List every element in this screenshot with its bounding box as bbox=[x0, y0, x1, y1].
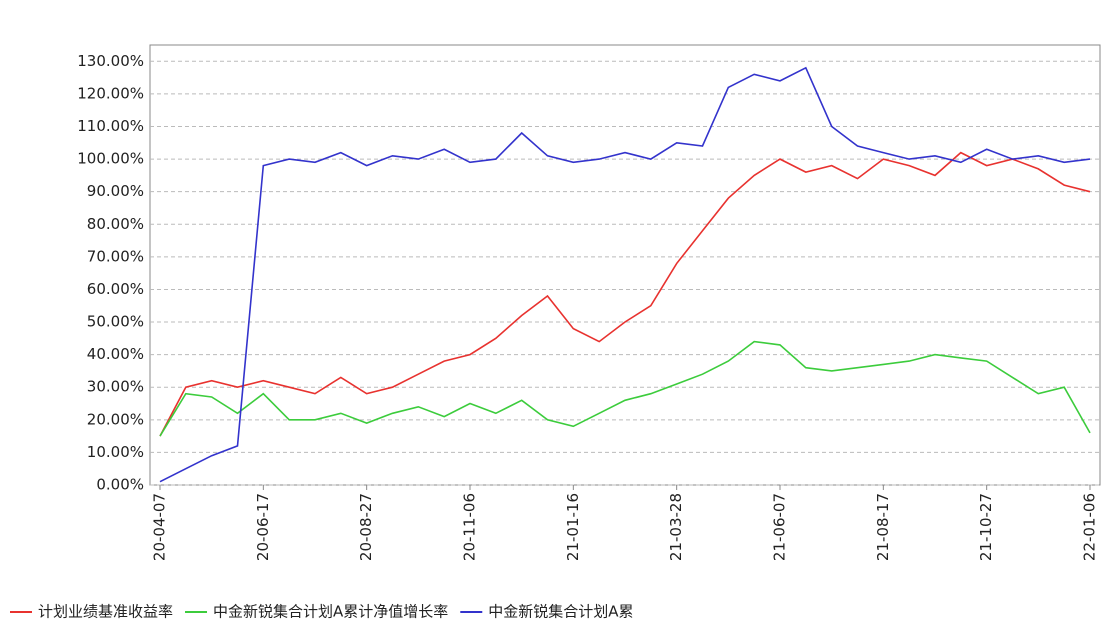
legend-label: 计划业绩基准收益率 bbox=[38, 603, 173, 621]
y-tick-label: 70.00% bbox=[87, 247, 144, 265]
y-tick-label: 60.00% bbox=[87, 280, 144, 298]
legend-label: 中金新锐集合计划A累 bbox=[488, 603, 633, 621]
y-tick-label: 130.00% bbox=[77, 52, 144, 70]
y-tick-label: 20.00% bbox=[87, 410, 144, 428]
x-tick-label: 21-06-07 bbox=[771, 493, 789, 561]
x-tick-label: 21-08-17 bbox=[874, 493, 892, 561]
y-tick-label: 30.00% bbox=[87, 378, 144, 396]
y-tick-label: 100.00% bbox=[77, 150, 144, 168]
x-tick-label: 21-03-28 bbox=[667, 493, 685, 561]
series-line bbox=[159, 66, 1091, 483]
series-line bbox=[159, 340, 1091, 437]
x-tick-label: 20-04-07 bbox=[151, 493, 169, 561]
y-tick-label: 40.00% bbox=[87, 345, 144, 363]
plot-frame bbox=[149, 44, 1101, 486]
x-tick-label: 20-06-17 bbox=[254, 493, 272, 561]
y-tick-label: 50.00% bbox=[87, 313, 144, 331]
y-tick-label: 80.00% bbox=[87, 215, 144, 233]
y-tick-label: 0.00% bbox=[96, 476, 144, 494]
x-tick-label: 20-11-06 bbox=[461, 493, 479, 561]
x-tick-label: 20-08-27 bbox=[357, 493, 375, 561]
y-tick-label: 10.00% bbox=[87, 443, 144, 461]
y-tick-label: 120.00% bbox=[77, 84, 144, 102]
y-tick-label: 110.00% bbox=[77, 117, 144, 135]
y-tick-label: 90.00% bbox=[87, 182, 144, 200]
x-tick-label: 22-01-06 bbox=[1081, 493, 1099, 561]
x-tick-label: 21-01-16 bbox=[564, 493, 582, 561]
legend-label: 中金新锐集合计划A累计净值增长率 bbox=[213, 603, 448, 621]
series-line bbox=[159, 151, 1091, 437]
x-tick-label: 21-10-27 bbox=[977, 493, 995, 561]
